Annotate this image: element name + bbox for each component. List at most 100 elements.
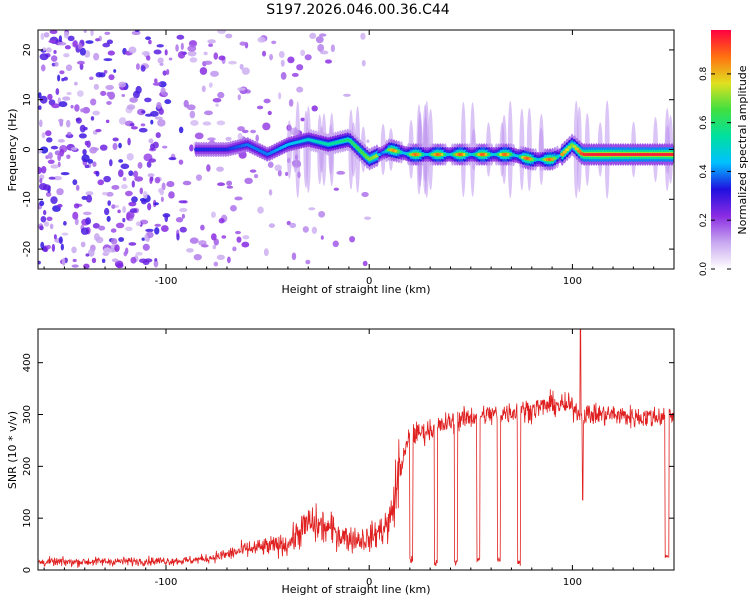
noise-blob: [319, 33, 327, 37]
noise-blob: [239, 63, 244, 70]
noise-blob: [149, 158, 157, 163]
noise-blob: [74, 104, 80, 112]
noise-blob: [361, 191, 369, 198]
noise-blob: [207, 137, 216, 141]
noise-blob: [152, 82, 162, 86]
noise-blob: [61, 232, 69, 236]
noise-blob: [189, 57, 198, 63]
noise-blob: [99, 144, 108, 151]
noise-blob: [203, 51, 208, 56]
noise-blob: [57, 153, 62, 162]
colorbar-tick-label: 0.6: [699, 115, 709, 130]
noise-blob: [360, 32, 366, 40]
noise-blob: [227, 256, 231, 264]
snr-series-line: [38, 329, 674, 568]
noise-blob: [124, 190, 133, 197]
noise-blob: [95, 38, 100, 42]
noise-blob: [72, 211, 79, 220]
noise-blob: [66, 131, 72, 136]
noise-blob: [39, 225, 44, 231]
snr-xtick-label: -100: [155, 577, 178, 588]
spectrogram-data: [38, 30, 674, 269]
noise-blob: [72, 258, 77, 263]
noise-blob: [183, 99, 189, 108]
spectrogram-ytick-label: 20: [22, 44, 33, 57]
noise-blob: [162, 91, 168, 97]
spectrogram-xtick-label: 100: [563, 276, 582, 287]
noise-blob: [287, 56, 295, 64]
noise-blob: [138, 258, 148, 264]
noise-blob: [154, 116, 163, 120]
noise-blob: [187, 50, 197, 57]
noise-blob: [366, 139, 370, 143]
noise-blob: [160, 196, 164, 203]
noise-blob: [178, 159, 184, 165]
noise-blob: [85, 217, 92, 225]
noise-blob: [256, 105, 264, 110]
noise-blob: [193, 253, 202, 261]
noise-blob: [148, 39, 152, 45]
noise-blob: [244, 177, 253, 185]
noise-blob: [65, 119, 71, 128]
noise-blob: [45, 47, 52, 53]
noise-blob: [237, 126, 245, 132]
noise-blob: [103, 58, 113, 62]
noise-blob: [66, 91, 72, 96]
noise-blob: [121, 184, 128, 190]
noise-blob: [242, 235, 250, 240]
noise-blob: [107, 50, 115, 56]
noise-blob: [186, 104, 196, 111]
noise-blob: [58, 118, 64, 123]
noise-blob: [343, 93, 351, 97]
ridge-cell: [572, 145, 577, 149]
noise-blob: [201, 85, 206, 93]
noise-blob: [51, 103, 60, 109]
noise-blob: [95, 170, 100, 177]
noise-blob: [101, 258, 106, 264]
spectrogram-xlabel: Height of straight line (km): [281, 283, 430, 296]
noise-blob: [38, 105, 42, 110]
noise-blob: [70, 147, 78, 151]
noise-blob: [332, 240, 339, 248]
noise-blob: [89, 76, 94, 81]
noise-blob: [128, 46, 137, 54]
noise-blob: [49, 223, 54, 230]
noise-blob: [90, 98, 97, 106]
noise-blob: [189, 144, 194, 152]
noise-blob: [229, 205, 237, 212]
noise-blob: [268, 223, 276, 228]
noise-blob: [135, 251, 143, 256]
noise-blob: [218, 55, 226, 61]
ridge-cell: [357, 148, 363, 152]
noise-blob: [113, 69, 117, 73]
noise-blob: [122, 217, 126, 223]
noise-blob: [95, 72, 103, 78]
noise-blob: [154, 223, 162, 227]
noise-blob: [263, 98, 271, 104]
noise-blob: [195, 174, 202, 181]
noise-blob: [278, 50, 285, 59]
noise-blob: [106, 215, 111, 222]
noise-blob: [122, 177, 127, 182]
noise-blob: [159, 189, 165, 196]
noise-blob: [64, 45, 71, 50]
noise-blob: [130, 256, 137, 264]
noise-blob: [150, 119, 154, 125]
noise-blob: [319, 50, 329, 55]
noise-blob: [175, 44, 179, 52]
noise-blob: [95, 128, 102, 133]
noise-blob: [221, 235, 227, 239]
snr-ytick-label: 200: [22, 457, 33, 476]
noise-blob: [179, 226, 187, 233]
noise-blob: [57, 41, 67, 46]
noise-blob: [38, 92, 42, 99]
noise-blob: [153, 49, 162, 55]
colorbar-tick-label: 0.2: [699, 213, 709, 227]
noise-blob: [59, 70, 65, 75]
noise-blob: [267, 161, 274, 168]
noise-blob: [320, 235, 324, 240]
noise-blob: [79, 47, 86, 56]
noise-blob: [267, 110, 272, 116]
noise-blob: [128, 242, 137, 246]
noise-blob: [157, 119, 166, 127]
